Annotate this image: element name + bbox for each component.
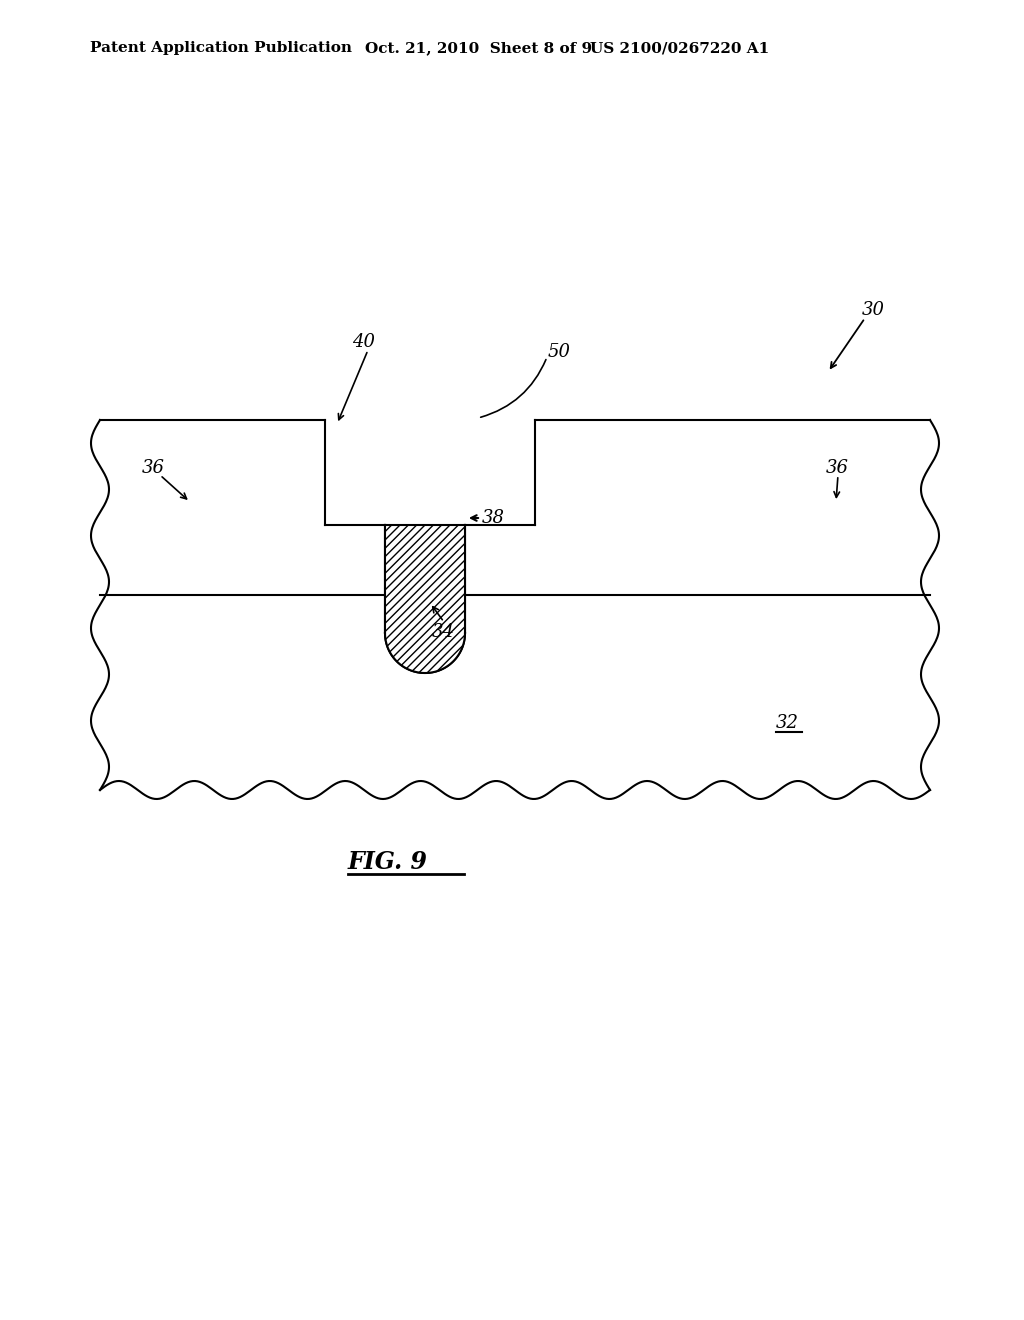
Text: 32: 32 (776, 714, 799, 733)
Text: 38: 38 (482, 510, 505, 527)
Wedge shape (385, 634, 465, 673)
Text: 34: 34 (432, 623, 455, 642)
Text: 36: 36 (826, 459, 849, 477)
Text: 30: 30 (862, 301, 885, 319)
Bar (385, 525, 465, 634)
Text: Patent Application Publication: Patent Application Publication (90, 41, 352, 55)
Text: 50: 50 (548, 343, 571, 360)
Text: 36: 36 (142, 459, 165, 477)
Text: Oct. 21, 2010  Sheet 8 of 9: Oct. 21, 2010 Sheet 8 of 9 (365, 41, 592, 55)
Text: 40: 40 (352, 333, 375, 351)
Text: US 2100/0267220 A1: US 2100/0267220 A1 (590, 41, 769, 55)
Text: FIG. 9: FIG. 9 (348, 850, 428, 874)
Bar (385, 525, 465, 634)
